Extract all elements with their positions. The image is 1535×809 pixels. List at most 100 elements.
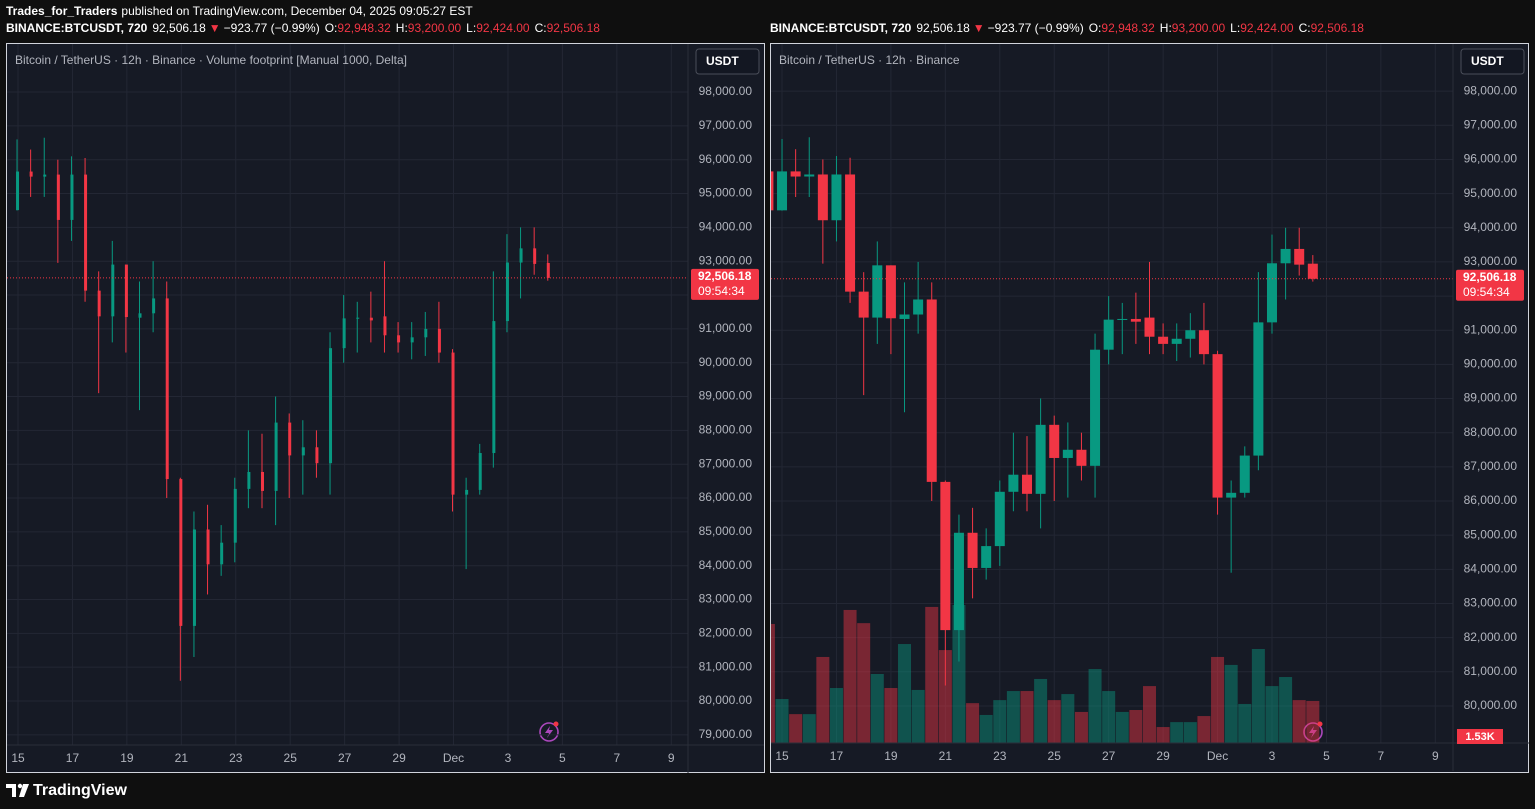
y-tick-label: 87,000.00 (1464, 459, 1518, 473)
volume-bar (1183, 722, 1197, 743)
ohlc-value: 92,948.32 (1101, 21, 1155, 35)
volume-bar (1115, 711, 1129, 743)
y-tick-label: 95,000.00 (699, 186, 753, 200)
footprint-body (233, 488, 237, 543)
x-tick-label: 23 (993, 749, 1007, 763)
volume-bar (1102, 691, 1116, 743)
price: 92,506.18 (152, 21, 206, 35)
x-tick-label: Dec (1207, 749, 1228, 763)
volume-bar (857, 623, 871, 743)
right-panel (770, 43, 1529, 773)
volume-bar (802, 714, 816, 743)
volume-bar (870, 674, 884, 743)
countdown: 09:54:34 (698, 284, 745, 298)
volume-bar (1142, 686, 1156, 743)
candle-body (771, 171, 774, 211)
footprint-body (111, 264, 115, 317)
change: −923.77 (−0.99%) (224, 21, 320, 35)
volume-bar (1251, 648, 1265, 743)
candle-body (885, 265, 896, 319)
ohlc-value: 92,506.18 (547, 21, 601, 35)
y-tick-label: 93,000.00 (699, 253, 753, 267)
last-price-label: 92,506.18 (698, 269, 752, 283)
candle-body (913, 299, 924, 315)
volume-bar (789, 714, 803, 743)
volume-bar (1170, 722, 1184, 743)
chart-title: Bitcoin / TetherUS · 12h · Binance · Vol… (15, 53, 407, 67)
volume-bar (1129, 710, 1143, 743)
last-price-box (691, 268, 759, 300)
footprint-body (192, 529, 196, 626)
footprint-body (165, 298, 169, 480)
brand-logo (6, 783, 29, 797)
footprint-body (329, 348, 333, 464)
candle-body (899, 314, 910, 319)
candle-body (926, 299, 937, 482)
volume-bar (816, 656, 830, 743)
candle-body (1280, 248, 1291, 264)
y-tick-label: 81,000.00 (699, 659, 753, 673)
chart-title: Bitcoin / TetherUS · 12h · Binance (779, 53, 960, 67)
author: Trades_for_Traders (6, 4, 118, 18)
y-tick-label: 94,000.00 (699, 220, 753, 234)
last-price-label: 92,506.18 (1463, 270, 1517, 284)
y-tick-label: 86,000.00 (1464, 493, 1518, 507)
y-tick-label: 91,000.00 (1464, 322, 1518, 336)
lightning-icon (539, 721, 559, 742)
lightning-icon (1303, 721, 1323, 742)
x-tick-label: 3 (1269, 749, 1276, 763)
y-tick-label: 83,000.00 (699, 592, 753, 606)
volume-bar (1047, 700, 1061, 743)
ohlc-key: L: (466, 21, 476, 35)
footprint-body (206, 529, 210, 565)
footprint-body (424, 328, 428, 338)
candle-body (1266, 263, 1277, 323)
price: 92,506.18 (916, 21, 970, 35)
volume-bar (911, 689, 925, 743)
x-tick-label: 25 (1048, 749, 1062, 763)
volume-bar (1211, 656, 1225, 743)
footprint-body (315, 447, 319, 464)
footprint-body (247, 471, 251, 489)
footprint-body (43, 174, 47, 177)
footprint-body (301, 447, 305, 456)
y-tick-label: 82,000.00 (699, 626, 753, 640)
symbol-legend: BINANCE:BTCUSDT, 720 92,506.18 ▼ −923.77 (−… (6, 21, 600, 35)
candle-body (1144, 317, 1155, 337)
volume-bar (952, 605, 966, 743)
y-tick-label: 80,000.00 (1464, 698, 1518, 712)
footprint-body (29, 171, 33, 177)
candle-body (1049, 424, 1060, 458)
x-tick-label: 5 (1323, 749, 1330, 763)
volume-bar (1279, 677, 1293, 743)
candle-body (1158, 336, 1169, 344)
volume-bar (884, 688, 898, 743)
footprint-body (533, 248, 537, 264)
candle-body (831, 174, 842, 221)
y-tick-label: 89,000.00 (1464, 391, 1518, 405)
x-tick-label: 25 (284, 751, 298, 765)
volume-bar (966, 703, 980, 743)
x-tick-label: 29 (1156, 749, 1170, 763)
y-tick-label: 98,000.00 (1464, 83, 1518, 97)
x-tick-label: 15 (775, 749, 789, 763)
volume-bar (1265, 686, 1279, 743)
symbol-legend: BINANCE:BTCUSDT, 720 92,506.18 ▼ −923.77 (−… (770, 21, 1364, 35)
candle-body (858, 291, 869, 318)
footprint-body (16, 171, 20, 211)
footprint-body (288, 422, 292, 456)
y-tick-label: 97,000.00 (1464, 117, 1518, 131)
volume-bar (898, 644, 912, 743)
y-tick-label: 87,000.00 (699, 456, 753, 470)
y-tick-label: 97,000.00 (699, 118, 753, 132)
candle-body (1130, 318, 1141, 322)
y-tick-label: 94,000.00 (1464, 220, 1518, 234)
ohlc-value: 93,200.00 (408, 21, 462, 35)
symbol: BINANCE:BTCUSDT, 720 (6, 21, 148, 35)
symbol: BINANCE:BTCUSDT, 720 (770, 21, 912, 35)
footprint-body (410, 337, 414, 343)
candle-body (1022, 474, 1033, 494)
y-tick-label: 84,000.00 (1464, 561, 1518, 575)
plot-area (771, 44, 1453, 743)
